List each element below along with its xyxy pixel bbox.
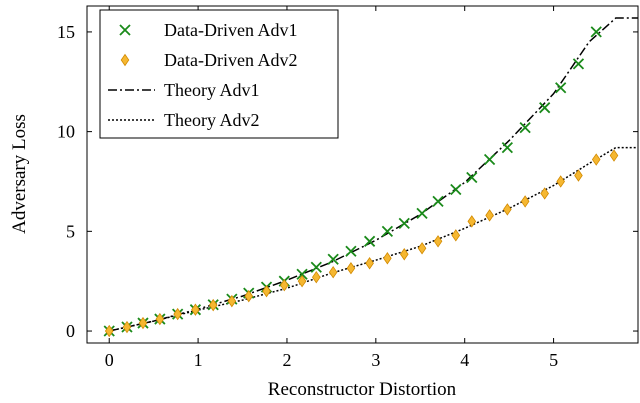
data-point-diamond: [399, 248, 409, 261]
data-point-x: [416, 207, 428, 220]
theory-lines: [109, 17, 638, 332]
data-point-x: [398, 217, 410, 229]
data-point-diamond: [312, 270, 321, 284]
data-point-diamond: [297, 274, 307, 288]
data-point-diamond: [280, 278, 289, 292]
y-axis-label: Adversary Loss: [9, 114, 30, 234]
data-markers: [103, 26, 619, 338]
x-tick-label: 1: [194, 350, 203, 370]
data-point-diamond: [485, 209, 494, 222]
data-point-diamond: [227, 294, 237, 308]
data-point-diamond: [591, 153, 601, 166]
data-point-diamond: [433, 235, 443, 248]
data-point-x: [590, 26, 602, 38]
x-tick-label: 4: [460, 350, 469, 370]
y-tick-label: 0: [66, 321, 75, 341]
data-point-diamond: [104, 324, 114, 338]
legend-label: Theory Adv2: [164, 110, 259, 130]
data-point-diamond: [173, 307, 182, 321]
data-point-diamond: [503, 203, 512, 216]
legend-label: Theory Adv1: [164, 80, 259, 100]
y-tick-label: 10: [57, 122, 75, 142]
data-point-diamond: [417, 242, 427, 255]
data-point-x: [450, 183, 462, 196]
tick-group: 0 1 2 3 4 5 0 5 10 15: [57, 6, 638, 370]
data-point-diamond: [208, 298, 218, 312]
data-point-x: [363, 235, 376, 247]
x-tick-label: 5: [549, 350, 558, 370]
data-point-diamond: [122, 320, 132, 334]
data-point-diamond: [609, 149, 619, 162]
data-point-diamond: [191, 303, 200, 316]
data-point-x: [501, 141, 513, 154]
legend-box: [99, 9, 339, 139]
legend-marker-x: [119, 24, 131, 36]
data-point-x: [432, 195, 444, 208]
data-point-x: [310, 261, 322, 273]
data-point-x: [345, 245, 357, 257]
legend-marker-diamond: [120, 53, 130, 67]
data-point-x: [296, 268, 308, 280]
data-point-diamond: [328, 266, 338, 279]
x-axis-label: Reconstructor Distortion: [268, 379, 457, 400]
legend-label: Data-Driven Adv1: [164, 20, 297, 40]
data-point-diamond: [155, 312, 165, 326]
data-point-x: [381, 225, 394, 237]
data-point-diamond: [262, 284, 271, 298]
x-tick-label: 2: [282, 350, 291, 370]
legend-label: Data-Driven Adv2: [164, 50, 297, 70]
data-point-diamond: [138, 316, 148, 330]
data-point-diamond: [365, 257, 374, 270]
data-point-diamond: [244, 289, 254, 303]
y-tick-label: 15: [57, 22, 75, 42]
data-point-diamond: [540, 187, 549, 200]
data-point-x: [555, 82, 567, 94]
x-tick-label: 0: [105, 350, 114, 370]
data-point-diamond: [451, 229, 461, 242]
data-point-diamond: [383, 252, 392, 265]
series-line: [109, 146, 638, 332]
data-point-x: [483, 153, 496, 166]
series-line: [109, 17, 638, 332]
data-point-diamond: [346, 262, 356, 275]
data-point-diamond: [467, 215, 477, 228]
data-point-diamond: [520, 195, 530, 208]
legend: Data-Driven Adv1 Data-Driven Adv2 Theory A…: [99, 9, 339, 139]
data-point-diamond: [574, 169, 583, 182]
data-point-x: [327, 253, 339, 265]
x-tick-label: 3: [371, 350, 380, 370]
y-tick-label: 5: [66, 221, 75, 241]
data-point-x: [572, 58, 585, 70]
data-point-diamond: [556, 175, 565, 188]
data-point-x: [466, 171, 478, 184]
data-point-x: [539, 102, 551, 114]
data-point-x: [519, 122, 531, 134]
